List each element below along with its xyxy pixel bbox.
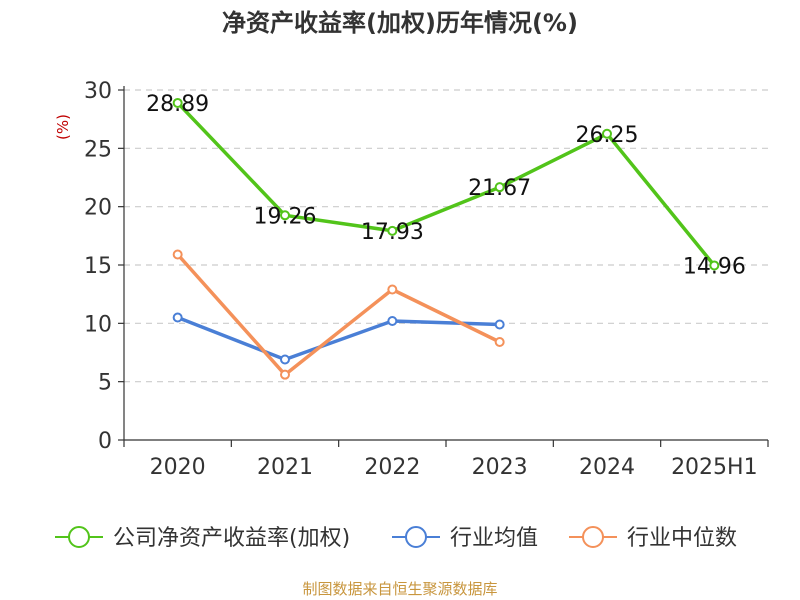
data-point (387, 316, 398, 326)
x-tick-label: 2020 (150, 455, 206, 480)
legend-item[interactable]: 公司净资产收益率(加权) (55, 526, 350, 551)
y-tick-label: 25 (84, 137, 112, 162)
data-point (494, 182, 505, 193)
y-tick-label: 20 (84, 196, 112, 221)
legend-marker (68, 526, 90, 548)
x-tick-label: 2025H1 (671, 455, 758, 480)
x-tick-label: 2021 (257, 455, 313, 480)
data-point (280, 210, 290, 221)
chart-title: 净资产收益率(加权)历年情况(%) (222, 9, 578, 37)
data-point (172, 249, 183, 260)
legend[interactable]: 公司净资产收益率(加权) 行业均值 行业中位数 (55, 526, 737, 551)
legend-item[interactable]: 行业中位数 (569, 526, 737, 551)
y-tick-label: 30 (84, 79, 112, 104)
y-tick-label: 10 (84, 312, 112, 337)
series-line (175, 101, 717, 268)
source-note: 制图数据来自恒生聚源数据库 (302, 580, 497, 598)
data-point (709, 260, 720, 271)
data-point (280, 369, 290, 380)
legend-marker (405, 526, 427, 548)
data-label: 28.89 (146, 92, 209, 117)
x-tick-label: 2024 (579, 455, 635, 480)
y-axis-label: (%) (54, 114, 72, 140)
data-point (602, 128, 612, 139)
data-label: 17.93 (361, 220, 424, 245)
data-labels: 28.89 19.26 17.93 21.67 26.25 14.96 (146, 92, 746, 280)
series-line (175, 252, 502, 377)
data-point (280, 354, 290, 365)
axes: 0 5 10 15 20 25 30 2020 2021 2022 2023 2024 2025H1 (84, 79, 769, 480)
legend-label: 公司净资产收益率(加权) (113, 526, 350, 551)
data-point (387, 284, 398, 295)
y-tick-label: 5 (98, 371, 112, 396)
series-line (175, 315, 502, 362)
data-point (494, 337, 505, 347)
series-group (172, 97, 720, 380)
data-label: 21.67 (468, 176, 531, 201)
data-point (172, 312, 183, 323)
data-label: 19.26 (254, 204, 317, 229)
data-point (387, 225, 398, 236)
data-point (494, 319, 505, 330)
x-tick-label: 2023 (472, 455, 528, 480)
legend-item[interactable]: 行业均值 (392, 526, 538, 551)
gridlines (124, 89, 768, 383)
y-tick-label: 15 (84, 254, 112, 279)
data-label: 14.96 (683, 254, 746, 279)
legend-label: 行业中位数 (627, 526, 737, 551)
y-tick-label: 0 (98, 429, 112, 454)
data-point (172, 97, 183, 108)
data-label: 26.25 (576, 123, 639, 148)
legend-marker (582, 526, 604, 548)
legend-label: 行业均值 (450, 526, 538, 551)
x-tick-label: 2022 (364, 455, 420, 480)
